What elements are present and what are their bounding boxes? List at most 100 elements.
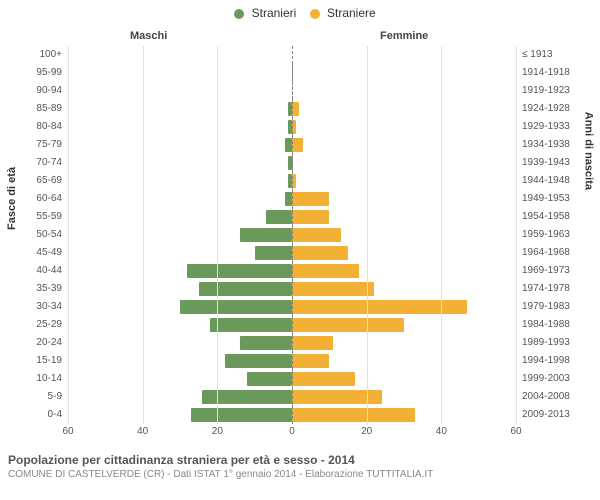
x-tick: 20 bbox=[212, 426, 223, 437]
y-tick-birth: 1939-1943 bbox=[522, 154, 580, 172]
y-tick-age: 35-39 bbox=[20, 280, 62, 298]
bar-female bbox=[292, 246, 348, 260]
y-tick-age: 10-14 bbox=[20, 370, 62, 388]
legend-swatch-male bbox=[234, 9, 244, 19]
bar-female bbox=[292, 210, 329, 224]
y-tick-age: 65-69 bbox=[20, 172, 62, 190]
y-tick-age: 55-59 bbox=[20, 208, 62, 226]
x-tick: 40 bbox=[436, 426, 447, 437]
bar-male bbox=[202, 390, 292, 404]
x-tick: 20 bbox=[361, 426, 372, 437]
population-pyramid-chart: Stranieri Straniere Maschi Femmine Fasce… bbox=[0, 0, 600, 500]
y-tick-birth: 1959-1963 bbox=[522, 226, 580, 244]
bar-male bbox=[180, 300, 292, 314]
bar-male bbox=[191, 408, 292, 422]
gridline bbox=[292, 46, 293, 424]
bar-male bbox=[199, 282, 292, 296]
y-tick-birth: 1964-1968 bbox=[522, 244, 580, 262]
bar-male bbox=[247, 372, 292, 386]
bar-female bbox=[292, 228, 341, 242]
gridline bbox=[516, 46, 517, 424]
gridline bbox=[143, 46, 144, 424]
gridline bbox=[217, 46, 218, 424]
y-tick-age: 90-94 bbox=[20, 82, 62, 100]
y-tick-birth: 1944-1948 bbox=[522, 172, 580, 190]
bar-male bbox=[225, 354, 292, 368]
y-tick-age: 15-19 bbox=[20, 352, 62, 370]
legend-label-male: Stranieri bbox=[252, 6, 297, 20]
bar-male bbox=[210, 318, 292, 332]
y-axis-label-age: Fasce di età bbox=[6, 167, 18, 230]
bar-female bbox=[292, 138, 303, 152]
y-tick-age: 0-4 bbox=[20, 406, 62, 424]
plot-area bbox=[68, 46, 516, 424]
y-tick-birth: 1969-1973 bbox=[522, 262, 580, 280]
y-tick-age: 75-79 bbox=[20, 136, 62, 154]
legend-swatch-female bbox=[310, 9, 320, 19]
y-tick-birth: 1924-1928 bbox=[522, 100, 580, 118]
y-tick-age: 80-84 bbox=[20, 118, 62, 136]
x-tick: 60 bbox=[62, 426, 73, 437]
bar-female bbox=[292, 354, 329, 368]
bar-female bbox=[292, 336, 333, 350]
bar-female bbox=[292, 318, 404, 332]
chart-footer: Popolazione per cittadinanza straniera p… bbox=[8, 453, 592, 480]
x-tick: 60 bbox=[510, 426, 521, 437]
x-axis-ticks: 6040200204060 bbox=[68, 426, 516, 440]
y-tick-birth: 1979-1983 bbox=[522, 298, 580, 316]
column-header-male: Maschi bbox=[130, 30, 167, 42]
y-tick-birth: 1929-1933 bbox=[522, 118, 580, 136]
bar-male bbox=[240, 228, 292, 242]
y-tick-birth: 1914-1918 bbox=[522, 64, 580, 82]
bar-male bbox=[285, 192, 292, 206]
bar-female bbox=[292, 264, 359, 278]
y-tick-age: 20-24 bbox=[20, 334, 62, 352]
x-tick: 0 bbox=[289, 426, 295, 437]
y-tick-birth: 2009-2013 bbox=[522, 406, 580, 424]
x-tick: 40 bbox=[137, 426, 148, 437]
legend: Stranieri Straniere bbox=[0, 6, 600, 20]
bar-female bbox=[292, 390, 382, 404]
y-tick-age: 45-49 bbox=[20, 244, 62, 262]
y-tick-birth: 1934-1938 bbox=[522, 136, 580, 154]
y-tick-age: 100+ bbox=[20, 46, 62, 64]
bar-male bbox=[255, 246, 292, 260]
y-tick-age: 85-89 bbox=[20, 100, 62, 118]
y-tick-age: 50-54 bbox=[20, 226, 62, 244]
bar-female bbox=[292, 102, 299, 116]
chart-subtitle: COMUNE DI CASTELVERDE (CR) - Dati ISTAT … bbox=[8, 469, 592, 480]
y-tick-birth: 1974-1978 bbox=[522, 280, 580, 298]
y-tick-age: 30-34 bbox=[20, 298, 62, 316]
bar-female bbox=[292, 192, 329, 206]
y-tick-birth: 1989-1993 bbox=[522, 334, 580, 352]
y-tick-birth: ≤ 1913 bbox=[522, 46, 580, 64]
bar-male bbox=[266, 210, 292, 224]
y-tick-age: 70-74 bbox=[20, 154, 62, 172]
y-tick-birth: 1949-1953 bbox=[522, 190, 580, 208]
y-tick-birth: 1919-1923 bbox=[522, 82, 580, 100]
y-tick-age: 25-29 bbox=[20, 316, 62, 334]
y-tick-birth: 2004-2008 bbox=[522, 388, 580, 406]
bar-male bbox=[240, 336, 292, 350]
y-tick-birth: 1999-2003 bbox=[522, 370, 580, 388]
bar-male bbox=[285, 138, 292, 152]
gridline bbox=[68, 46, 69, 424]
bar-male bbox=[187, 264, 292, 278]
y-tick-age: 60-64 bbox=[20, 190, 62, 208]
chart-title: Popolazione per cittadinanza straniera p… bbox=[8, 453, 592, 467]
y-tick-age: 5-9 bbox=[20, 388, 62, 406]
y-tick-birth: 1994-1998 bbox=[522, 352, 580, 370]
bar-female bbox=[292, 408, 415, 422]
bar-female bbox=[292, 282, 374, 296]
y-axis-label-birth: Anni di nascita bbox=[582, 112, 594, 190]
column-header-female: Femmine bbox=[380, 30, 428, 42]
y-ticks-age: 100+95-9990-9485-8980-8475-7970-7465-696… bbox=[20, 46, 62, 424]
bar-female bbox=[292, 372, 355, 386]
y-tick-age: 40-44 bbox=[20, 262, 62, 280]
gridline bbox=[367, 46, 368, 424]
y-tick-birth: 1954-1958 bbox=[522, 208, 580, 226]
y-tick-age: 95-99 bbox=[20, 64, 62, 82]
gridline bbox=[441, 46, 442, 424]
y-tick-birth: 1984-1988 bbox=[522, 316, 580, 334]
y-ticks-birth: ≤ 19131914-19181919-19231924-19281929-19… bbox=[522, 46, 580, 424]
